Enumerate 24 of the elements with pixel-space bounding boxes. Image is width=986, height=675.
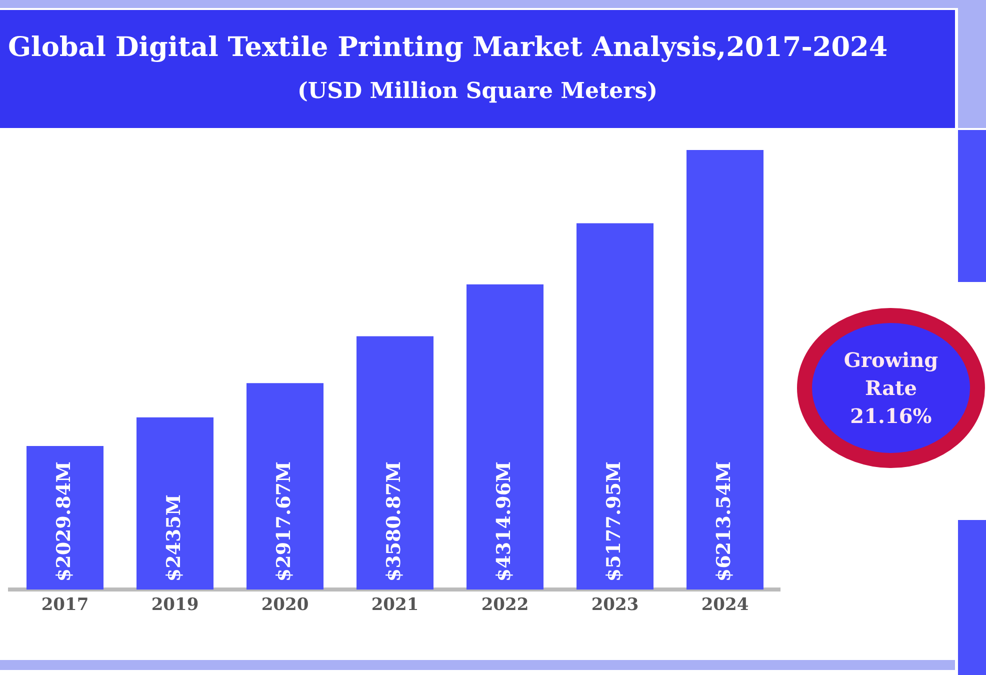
bar <box>246 383 324 590</box>
data-label: $3580.87M <box>382 461 405 582</box>
bar <box>466 284 544 590</box>
data-label: $2917.67M <box>272 461 295 582</box>
bar <box>686 150 764 590</box>
data-label: $6213.54M <box>712 461 735 582</box>
bar <box>26 446 104 590</box>
x-tick-label: 2019 <box>151 595 199 616</box>
x-tick-label: 2020 <box>261 595 309 616</box>
data-label: $2029.84M <box>52 461 75 582</box>
x-tick-label: 2021 <box>371 595 419 616</box>
x-tick-label: 2023 <box>591 595 639 616</box>
text: Growing Rate 21.16% <box>797 308 985 468</box>
chart-title: Global Digital Textile Printing Market Analysis,2017-2024 <box>8 32 888 63</box>
x-tick-label: 2022 <box>481 595 529 616</box>
chart-subtitle: (USD Million Square Meters) <box>296 78 658 104</box>
x-tick-label: 2017 <box>41 595 89 616</box>
bar <box>356 336 434 590</box>
bar <box>136 417 214 590</box>
bar <box>576 223 654 590</box>
data-label: $2435M <box>162 494 185 582</box>
x-tick-label: 2024 <box>701 595 749 616</box>
data-label: $4314.96M <box>492 461 515 582</box>
data-label: $5177.95M <box>602 461 625 582</box>
